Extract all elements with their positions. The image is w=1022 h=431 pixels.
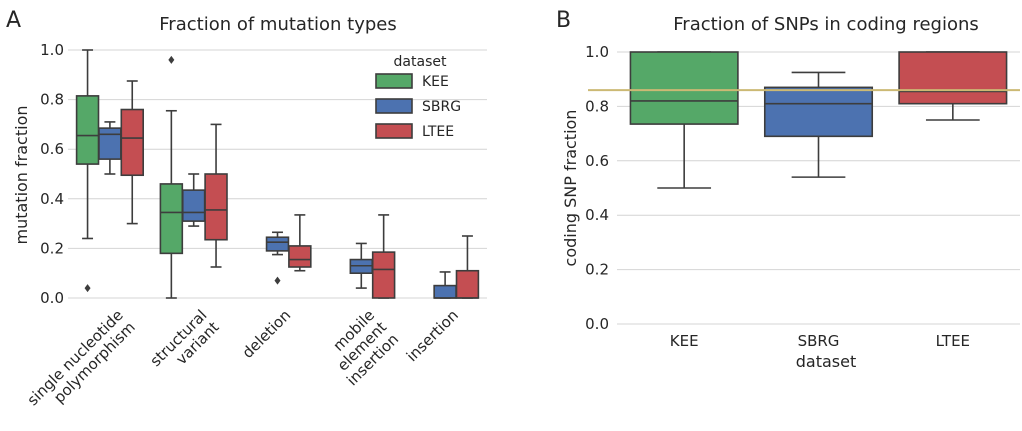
panel-a-deletion-sbrg-box (265, 236, 290, 252)
panel-b-xtick-sbrg: SBRG (798, 332, 840, 350)
legend-title: dataset (394, 54, 447, 70)
panel-a-ylabel: mutation fraction (12, 106, 31, 245)
panel-a-title: Fraction of mutation types (159, 14, 396, 35)
panel-a-letter: A (6, 8, 21, 33)
panel-a-xtick-line: insertion (403, 306, 462, 365)
panel-a-structural-variant-kee-box (159, 183, 184, 255)
panel-a-ytick-1: 0.2 (40, 239, 64, 257)
panel-a-xtick-structural-variant: structuralvariant (147, 306, 223, 382)
panel-a-xtick-insertion: insertion (403, 306, 462, 365)
panel-a-structural-variant-kee-outlier-0 (168, 55, 175, 64)
panel-b-kee-box (629, 51, 739, 125)
panel-b-title: Fraction of SNPs in coding regions (673, 14, 979, 35)
panel-b-ytick-4: 0.8 (585, 97, 609, 115)
legend-swatch-kee (375, 73, 413, 89)
legend-label-sbrg: SBRG (422, 99, 461, 115)
panel-a-structural-variant-ltee-box (204, 173, 228, 241)
panel-a-yticks: 0.0 0.2 0.4 0.6 0.8 1.0 (40, 41, 64, 307)
panel-b-sbrg-box (763, 86, 874, 138)
panel-b-yticks: 0.0 0.2 0.4 0.6 0.8 1.0 (585, 43, 609, 333)
panel-a-ytick-0: 0.0 (40, 289, 64, 307)
panel-a-single-nucleotide-polymorphism-kee-outlier-0 (84, 284, 91, 293)
legend-label-ltee: LTEE (422, 124, 454, 140)
panel-a-deletion-sbrg-outlier-0 (274, 276, 281, 285)
panel-a-deletion-ltee-box (288, 245, 312, 268)
panel-a-xtick-line: deletion (239, 306, 295, 362)
panel-b-ltee-box (898, 51, 1008, 105)
panel-b-xtick-ltee: LTEE (936, 332, 970, 350)
panel-b-xlabel: dataset (796, 352, 857, 371)
panel-b-ylabel: coding SNP fraction (561, 110, 580, 267)
panel-b-ytick-2: 0.4 (585, 206, 609, 224)
panel-b-xtick-kee: KEE (670, 332, 699, 350)
panel-a-xticks: single nucleotidepolymorphism structuralv… (24, 306, 462, 421)
legend-swatch-ltee (375, 123, 413, 139)
panel-a-structural-variant-sbrg-box (181, 189, 206, 222)
panel-b-ytick-0: 0.0 (585, 315, 609, 333)
legend-label-kee: KEE (422, 74, 449, 90)
panel-a-xtick-deletion: deletion (239, 306, 295, 362)
panel-a-ytick-5: 1.0 (40, 41, 64, 59)
panel-a-ytick-2: 0.4 (40, 190, 64, 208)
panel-a-xtick-mobile-element-insertion: mobileelementinsertion (319, 306, 402, 389)
panel-a-single-nucleotide-polymorphism-kee-box (75, 95, 100, 165)
panel-a-ytick-3: 0.6 (40, 140, 64, 158)
panel-b-ytick-3: 0.6 (585, 152, 609, 170)
panel-a-insertion-sbrg-box (433, 284, 457, 299)
legend-swatch-sbrg (375, 98, 413, 114)
panel-b-boxes (629, 51, 1008, 189)
panel-a-legend: dataset KEE SBRG LTEE (375, 54, 461, 140)
panel-a-mobile-element-insertion-ltee-box (371, 251, 396, 299)
panel-a-xtick-single-nucleotide-polymorphism: single nucleotidepolymorphism (24, 306, 139, 421)
panel-b-letter: B (556, 8, 571, 33)
panel-b-xticks: KEE SBRG LTEE (670, 332, 970, 350)
panel-b-ytick-1: 0.2 (585, 261, 609, 279)
panel-b-ytick-5: 1.0 (585, 43, 609, 61)
panel-a-ytick-4: 0.8 (40, 91, 64, 109)
panel-a-single-nucleotide-polymorphism-ltee-box (120, 108, 144, 177)
panel-a-insertion-ltee-box (455, 269, 480, 299)
panel-a-single-nucleotide-polymorphism-sbrg-box (98, 127, 122, 160)
panel-a-boxes (75, 49, 480, 299)
